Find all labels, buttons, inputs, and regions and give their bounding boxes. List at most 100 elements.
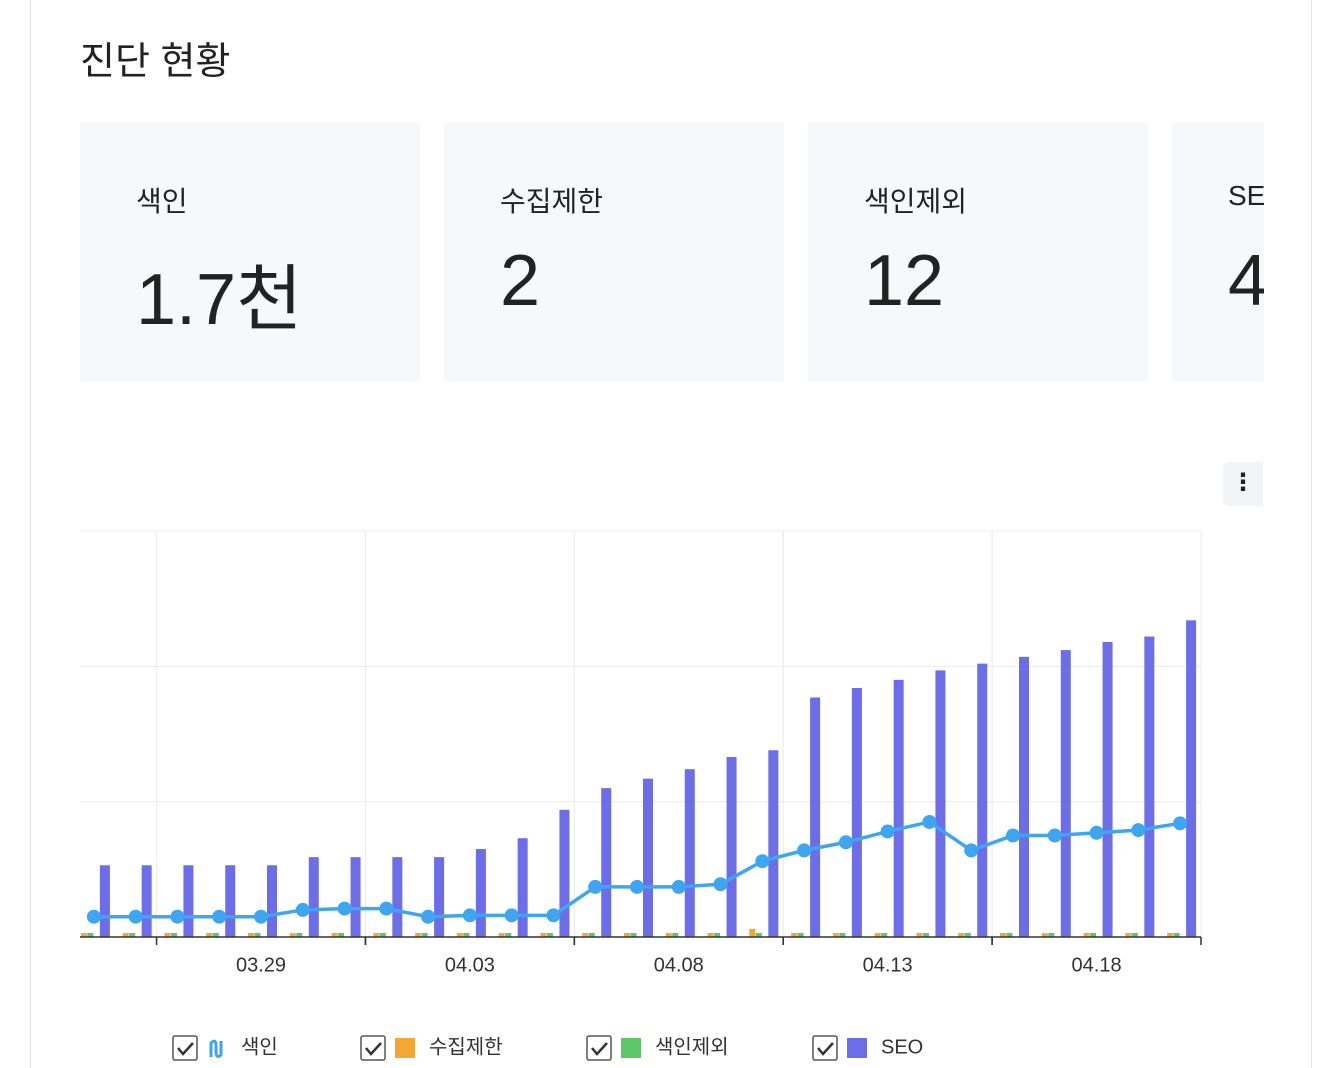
bar	[707, 932, 714, 937]
bar	[1019, 656, 1029, 937]
bar	[87, 932, 94, 937]
legend-swatch	[395, 1038, 415, 1058]
bar	[212, 932, 219, 937]
bar	[350, 857, 361, 937]
point	[713, 877, 728, 892]
more-button[interactable]: ⋮	[1223, 462, 1263, 506]
point	[212, 909, 227, 924]
bar	[373, 932, 380, 937]
bar	[601, 788, 612, 937]
panel	[30, 0, 1312, 1068]
point	[1173, 816, 1188, 831]
bar	[672, 932, 679, 937]
bar	[958, 932, 965, 937]
bar	[1167, 932, 1174, 937]
bar	[1125, 932, 1132, 937]
bar	[749, 928, 756, 937]
point	[797, 843, 812, 858]
bar	[559, 809, 570, 937]
legend-label: SEO	[881, 1036, 923, 1058]
bar	[714, 932, 721, 937]
bar	[588, 932, 595, 937]
bar	[1048, 932, 1055, 937]
point	[880, 824, 895, 839]
bar	[768, 750, 779, 937]
bar	[964, 932, 971, 937]
bar	[546, 932, 553, 937]
bar	[296, 932, 303, 937]
point	[421, 909, 436, 924]
bar	[1186, 620, 1197, 937]
legend-checkbox[interactable]	[812, 1035, 838, 1061]
bar	[977, 663, 988, 937]
bar	[308, 857, 319, 937]
bar	[456, 932, 463, 937]
point	[546, 908, 561, 923]
point	[755, 854, 770, 869]
bar	[665, 932, 672, 937]
legend-checkbox[interactable]	[586, 1035, 612, 1061]
bar	[1102, 641, 1113, 937]
legend-checkbox[interactable]	[360, 1035, 386, 1061]
bar	[225, 865, 236, 937]
bar	[267, 865, 277, 937]
x-tick-label: 04.08	[654, 954, 704, 976]
bar	[1173, 932, 1180, 937]
bar	[916, 932, 923, 937]
point	[295, 902, 310, 917]
card-label: 색인	[136, 186, 188, 217]
point	[671, 879, 686, 894]
checkmark	[177, 1042, 194, 1056]
legend-line-icon	[209, 1039, 223, 1058]
point	[170, 909, 185, 924]
bar	[832, 932, 839, 937]
bar	[183, 865, 194, 937]
point	[337, 901, 352, 916]
legend-checkbox[interactable]	[172, 1035, 198, 1061]
legend-label: 수집제한	[429, 1035, 503, 1058]
card-label: SEO	[1228, 180, 1264, 211]
bar	[475, 849, 486, 937]
x-tick-label: 04.18	[1072, 954, 1122, 976]
bar	[755, 932, 762, 937]
bar	[289, 932, 296, 937]
card-value: 2	[500, 241, 541, 321]
bar	[1144, 636, 1155, 937]
point	[630, 879, 644, 894]
bar	[434, 857, 445, 937]
bar	[206, 932, 213, 937]
bar	[684, 769, 695, 937]
x-tick-label: 04.03	[445, 954, 495, 976]
bar	[505, 932, 512, 937]
bar	[851, 687, 862, 937]
bar	[893, 679, 904, 937]
bar	[1083, 932, 1090, 937]
legend-swatch	[621, 1038, 641, 1058]
bar	[122, 932, 129, 937]
point	[462, 908, 477, 923]
bar	[935, 670, 946, 937]
card-label: 색인제외	[864, 186, 968, 217]
point	[128, 909, 143, 924]
point	[588, 879, 603, 894]
point	[922, 814, 937, 829]
legend-swatch	[847, 1038, 867, 1058]
point	[1131, 823, 1146, 838]
card-value: 1.7천	[136, 260, 303, 340]
point	[379, 901, 394, 916]
bar	[129, 932, 136, 937]
bar	[331, 932, 338, 937]
bar	[874, 932, 881, 937]
bar	[582, 932, 589, 937]
bar	[164, 932, 171, 937]
bar	[624, 932, 630, 937]
summary-card: 색인제외 12	[808, 122, 1148, 382]
checkmark	[365, 1042, 382, 1056]
point	[838, 835, 853, 850]
legend-label: 색인제외	[655, 1035, 729, 1058]
checkmark	[817, 1042, 834, 1056]
card-value: 4	[1228, 241, 1264, 321]
bar	[517, 838, 528, 937]
